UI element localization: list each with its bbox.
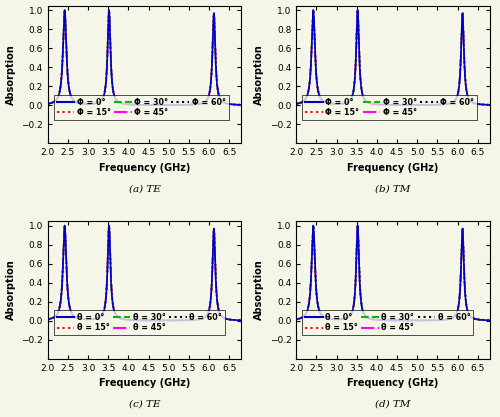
Legend: θ = 0°, θ = 15°, θ = 30°, θ = 45°, θ = 60°: θ = 0°, θ = 15°, θ = 30°, θ = 45°, θ = 6… <box>54 310 225 335</box>
Y-axis label: Absorption: Absorption <box>6 44 16 105</box>
Y-axis label: Absorption: Absorption <box>254 259 264 320</box>
Text: (b) TM: (b) TM <box>376 184 411 193</box>
X-axis label: Frequency (GHz): Frequency (GHz) <box>99 378 190 388</box>
Text: (d) TM: (d) TM <box>376 400 411 409</box>
Text: (c) TE: (c) TE <box>129 400 160 409</box>
Y-axis label: Absorption: Absorption <box>6 259 16 320</box>
X-axis label: Frequency (GHz): Frequency (GHz) <box>348 378 439 388</box>
X-axis label: Frequency (GHz): Frequency (GHz) <box>99 163 190 173</box>
Y-axis label: Absorption: Absorption <box>254 44 264 105</box>
Legend: Φ = 0°, Φ = 15°, Φ = 30°, Φ = 45°, Φ = 60°: Φ = 0°, Φ = 15°, Φ = 30°, Φ = 45°, Φ = 6… <box>54 95 229 120</box>
X-axis label: Frequency (GHz): Frequency (GHz) <box>348 163 439 173</box>
Legend: Φ = 0°, Φ = 15°, Φ = 30°, Φ = 45°, Φ = 60°: Φ = 0°, Φ = 15°, Φ = 30°, Φ = 45°, Φ = 6… <box>302 95 477 120</box>
Text: (a) TE: (a) TE <box>128 184 160 193</box>
Legend: θ = 0°, θ = 15°, θ = 30°, θ = 45°, θ = 60°: θ = 0°, θ = 15°, θ = 30°, θ = 45°, θ = 6… <box>302 310 474 335</box>
